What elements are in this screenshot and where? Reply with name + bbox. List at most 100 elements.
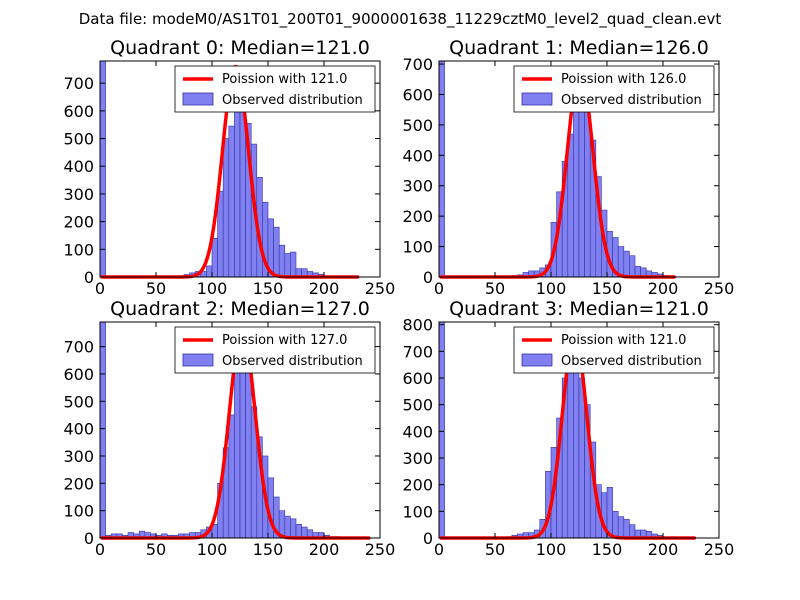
histogram-bar <box>211 237 218 278</box>
legend-line-label: Poission with 127.0 <box>222 333 347 348</box>
histogram-bar <box>234 359 241 539</box>
x-tick-label: 250 <box>365 540 396 559</box>
legend-bar-label: Observed distribution <box>222 354 363 369</box>
y-tick-label: 200 <box>63 474 94 493</box>
y-tick-label: 0 <box>84 529 94 548</box>
legend: Poission with 121.0 Observed distribution <box>174 65 376 113</box>
x-tick-label: 200 <box>648 279 679 298</box>
y-tick-label: 600 <box>402 369 433 388</box>
x-tick-label: 0 <box>95 279 105 298</box>
legend: Poission with 121.0 Observed distribution <box>513 326 715 374</box>
histogram-bar <box>278 244 286 278</box>
quadrant-3-panel: 0 50 100 150 200 2500100200300400500600700800… <box>402 298 734 559</box>
histogram-bar <box>623 519 630 539</box>
legend-bar-label: Observed distribution <box>561 93 702 108</box>
y-tick-label: 500 <box>63 130 94 149</box>
panel-title: Quadrant 1: Median=126.0 <box>449 37 709 59</box>
y-tick-label: 600 <box>402 85 433 104</box>
axes-frame <box>438 60 720 278</box>
x-tick-label: 150 <box>592 540 623 559</box>
x-tick-label: 0 <box>95 540 105 559</box>
histogram-bar <box>99 321 106 539</box>
histogram-bar <box>438 60 445 278</box>
y-tick-label: 500 <box>402 116 433 135</box>
quadrant-2-panel: 0 50 100 150 200 2500100200300400500600700Qua… <box>63 298 395 559</box>
y-tick-label: 700 <box>63 74 94 93</box>
y-tick-label: 0 <box>84 268 94 287</box>
y-tick-label: 400 <box>63 157 94 176</box>
y-tick-label: 0 <box>423 268 433 287</box>
x-tick-label: 50 <box>146 540 166 559</box>
legend-line-label: Poission with 121.0 <box>561 333 686 348</box>
histogram-bar <box>228 414 235 539</box>
y-tick-label: 300 <box>63 185 94 204</box>
x-tick-label: 200 <box>309 279 340 298</box>
y-tick-label: 300 <box>402 449 433 468</box>
x-tick-label: 100 <box>197 279 228 298</box>
panel-title: Quadrant 0: Median=121.0 <box>110 37 370 59</box>
histogram-bars <box>438 321 664 539</box>
x-tick-label: 50 <box>485 540 505 559</box>
y-tick-label: 100 <box>63 240 94 259</box>
legend-bar-label: Observed distribution <box>222 93 363 108</box>
histogram-bar <box>573 109 580 278</box>
histogram-bar <box>612 511 619 539</box>
y-tick-label: 700 <box>402 55 433 74</box>
y-tick-label: 600 <box>63 102 94 121</box>
legend-bar-swatch <box>521 92 553 106</box>
histogram-bar <box>438 321 445 539</box>
histogram-bar <box>228 125 235 278</box>
histogram-bar <box>222 138 230 278</box>
x-tick-label: 250 <box>365 279 396 298</box>
histogram-bar <box>567 133 574 278</box>
histogram-bar <box>284 253 291 278</box>
y-tick-label: 500 <box>63 392 94 411</box>
x-tick-label: 150 <box>253 540 284 559</box>
x-tick-label: 150 <box>253 279 284 298</box>
y-tick-label: 400 <box>402 146 433 165</box>
x-tick-label: 100 <box>536 279 567 298</box>
x-tick-label: 50 <box>146 279 166 298</box>
panel-title: Quadrant 3: Median=121.0 <box>449 298 709 320</box>
axes-frame <box>99 321 381 539</box>
y-tick-label: 300 <box>402 177 433 196</box>
x-tick-label: 100 <box>536 540 567 559</box>
histogram-bar <box>623 250 630 278</box>
histogram-bar <box>206 265 213 278</box>
y-tick-label: 400 <box>63 420 94 439</box>
y-tick-label: 200 <box>402 476 433 495</box>
histogram-bar <box>290 251 297 278</box>
y-tick-label: 400 <box>402 422 433 441</box>
y-tick-label: 300 <box>63 447 94 466</box>
y-tick-label: 0 <box>423 529 433 548</box>
histogram-bar <box>629 524 636 539</box>
axes-frame <box>438 321 720 539</box>
x-tick-label: 50 <box>485 279 505 298</box>
y-tick-label: 200 <box>63 213 94 232</box>
axes-frame <box>99 60 381 278</box>
histogram-bar <box>245 357 252 539</box>
figure-suptitle: Data file: modeM0/AS1T01_200T01_90000016… <box>79 10 722 29</box>
x-tick-label: 250 <box>704 279 735 298</box>
x-tick-label: 100 <box>197 540 228 559</box>
legend-bar-label: Observed distribution <box>561 354 702 369</box>
legend-line-label: Poission with 121.0 <box>222 72 347 87</box>
histogram-bar <box>273 226 280 278</box>
x-tick-label: 0 <box>434 279 444 298</box>
legend: Poission with 127.0 Observed distribution <box>174 326 376 374</box>
legend-bar-swatch <box>182 92 214 106</box>
histogram-bar <box>284 515 291 539</box>
y-tick-label: 600 <box>63 365 94 384</box>
legend-bar-swatch <box>182 353 214 367</box>
histogram-bar <box>295 524 302 539</box>
histogram-bar <box>617 246 625 278</box>
x-tick-label: 150 <box>592 279 623 298</box>
legend: Poission with 126.0 Observed distribution <box>513 65 715 113</box>
histogram-bar <box>573 345 580 539</box>
quadrant-1-panel: 0 50 100 150 200 250 0 100 200 300 400 500 600 700 Qua… <box>402 37 734 298</box>
y-tick-label: 100 <box>402 502 433 521</box>
legend-bar-swatch <box>521 353 553 367</box>
y-tick-label: 700 <box>63 338 94 357</box>
histogram-bar <box>617 516 625 539</box>
